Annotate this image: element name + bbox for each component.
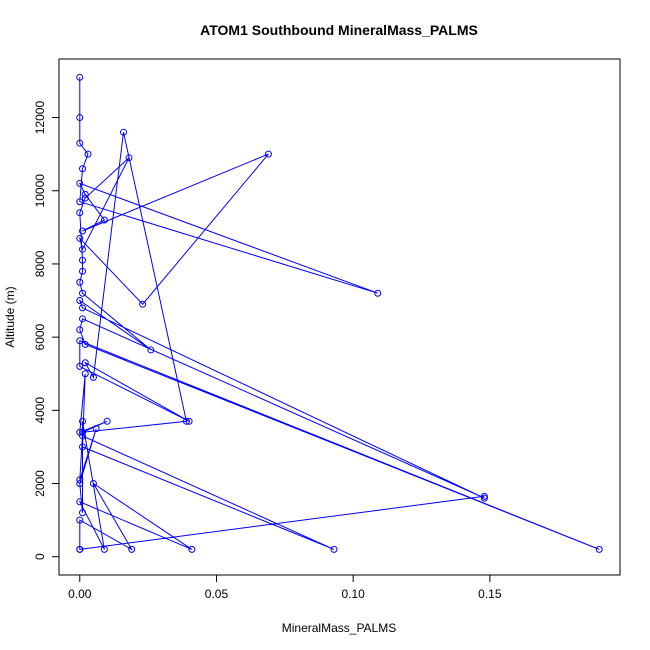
data-point [76, 234, 84, 242]
data-point [103, 417, 111, 425]
data-point [76, 362, 84, 370]
data-point [76, 278, 84, 286]
data-point [79, 509, 87, 517]
y-tick-label: 6000 [33, 323, 47, 350]
data-point [125, 154, 133, 162]
x-axis-label: MineralMass_PALMS [282, 621, 396, 635]
data-point [79, 227, 87, 235]
data-point [79, 267, 87, 275]
data-point [128, 545, 136, 553]
data-point [480, 494, 488, 502]
data-point [89, 373, 97, 381]
y-tick-label: 4000 [33, 397, 47, 424]
y-tick-label: 12000 [33, 101, 47, 135]
data-point [76, 326, 84, 334]
data-point [76, 498, 84, 506]
data-point [480, 492, 488, 500]
data-point [76, 480, 84, 488]
series-points [76, 73, 603, 553]
x-tick-label: 0.05 [205, 587, 229, 601]
data-point [76, 209, 84, 217]
x-tick-label: 0.00 [68, 587, 92, 601]
data-point [79, 432, 87, 440]
data-point [79, 428, 87, 436]
data-point [79, 417, 87, 425]
data-point [147, 346, 155, 354]
y-tick-label: 8000 [33, 250, 47, 277]
data-point [595, 545, 603, 553]
data-point [76, 198, 84, 206]
data-point [100, 545, 108, 553]
series-line-path [78, 77, 600, 551]
data-point [79, 304, 87, 312]
data-point [79, 245, 87, 253]
data-point [76, 139, 84, 147]
data-point [100, 216, 108, 224]
data-point [120, 128, 128, 136]
data-point [76, 297, 84, 305]
data-point [79, 256, 87, 264]
y-axis: 0 2000 4000 6000 8000 10000 12000 [33, 101, 60, 560]
data-point [374, 289, 382, 297]
data-point [81, 359, 89, 367]
series-line [78, 77, 600, 551]
data-point [81, 340, 89, 348]
x-axis: 0.00 0.05 0.10 0.15 [68, 574, 502, 601]
data-point [81, 370, 89, 378]
data-point [84, 150, 92, 158]
y-tick-label: 0 [33, 553, 47, 560]
data-point [81, 190, 89, 198]
x-tick-label: 0.15 [478, 587, 502, 601]
x-tick-label: 0.10 [341, 587, 365, 601]
data-point [188, 545, 196, 553]
y-axis-label: Altitude (m) [3, 286, 17, 347]
data-point [76, 73, 84, 81]
y-tick-label: 10000 [33, 174, 47, 208]
data-point [330, 545, 338, 553]
data-point [79, 443, 87, 451]
data-point [139, 300, 147, 308]
data-point [185, 417, 193, 425]
data-point [76, 337, 84, 345]
y-tick-label: 2000 [33, 470, 47, 497]
data-point [81, 194, 89, 202]
data-point [76, 179, 84, 187]
data-point [76, 545, 84, 553]
data-point [76, 476, 84, 484]
data-point [79, 289, 87, 297]
data-point [76, 114, 84, 122]
data-point [79, 315, 87, 323]
data-point [182, 417, 190, 425]
data-point [76, 516, 84, 524]
data-point [264, 150, 272, 158]
data-point [89, 480, 97, 488]
data-point [79, 165, 87, 173]
chart-title: ATOM1 Southbound MineralMass_PALMS [200, 22, 478, 38]
data-point [92, 425, 100, 433]
